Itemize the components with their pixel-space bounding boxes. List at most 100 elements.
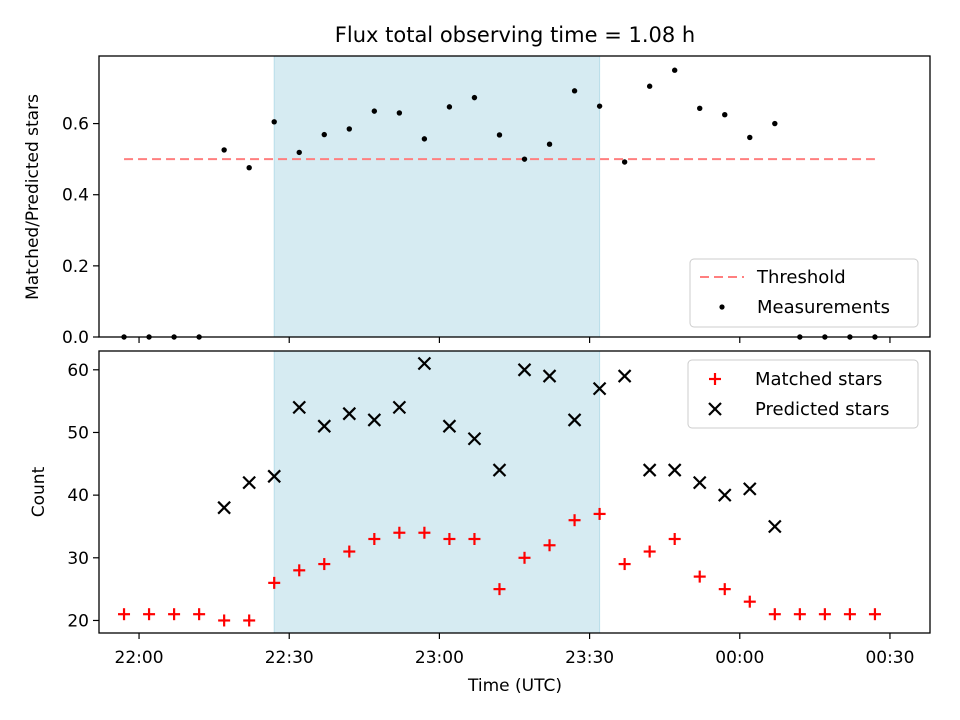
legend-threshold-label: Threshold [756, 267, 846, 288]
measurement-point [396, 110, 403, 116]
measurement-point [747, 134, 753, 141]
measurement-point [772, 120, 778, 127]
predicted-stars-point [492, 463, 507, 477]
matched-stars-point [593, 507, 606, 520]
legend-measurements-label: Measurements [757, 297, 890, 318]
predicted-stars-point [442, 419, 457, 433]
predicted-stars-point [367, 413, 382, 427]
matched-stars-point [793, 608, 806, 621]
top-panel: 0.0 0.2 0.4 0.6 Matched/Predicted stars Thr… [23, 55, 931, 348]
measurement-point [421, 136, 428, 142]
measurement-point [671, 67, 678, 73]
y-tick-label: 0.6 [62, 115, 89, 135]
measurement-point [621, 159, 628, 165]
x-tick-label: 00:00 [715, 648, 764, 668]
matched-stars-point [393, 526, 406, 539]
observing-window-shade-bottom [273, 350, 601, 634]
bottom-axes-frame [98, 350, 931, 634]
matched-stars-point [293, 564, 306, 577]
y-tick-label: 0.2 [62, 257, 89, 277]
matched-stars-point [618, 558, 631, 571]
legend-matched-swatch [709, 373, 721, 385]
predicted-stars-point [267, 469, 281, 484]
predicted-stars-point [667, 463, 682, 477]
matched-stars-point [718, 583, 731, 596]
measurement-point [371, 108, 378, 114]
x-tick-label: 23:30 [565, 648, 614, 668]
y-tick-label: 60 [67, 361, 89, 381]
x-tick-label: 00:30 [865, 648, 914, 668]
y-tick-label: 0.0 [62, 328, 89, 348]
predicted-stars-point [517, 363, 532, 377]
matched-stars-point [243, 614, 256, 627]
predicted-stars-point [217, 500, 231, 515]
top-axes-frame [98, 55, 931, 338]
x-tick-label: 23:00 [415, 648, 464, 668]
predicted-stars-point [768, 519, 782, 534]
predicted-stars-point [417, 356, 432, 371]
predicted-stars-point [717, 488, 732, 502]
matched-stars-point [418, 526, 431, 539]
matched-stars-point [118, 608, 131, 621]
measurement-point [446, 104, 453, 110]
measurement-point [221, 147, 227, 153]
matched-stars-point [443, 533, 456, 545]
x-tick-label: 22:00 [115, 648, 164, 668]
measurement-point [521, 156, 528, 162]
predicted-stars-point [692, 475, 707, 490]
matched-stars-point [868, 608, 881, 621]
bottom-x-ticks: 22:00 22:30 23:00 23:30 00:00 00:30 [115, 633, 914, 668]
top-y-ticks: 0.0 0.2 0.4 0.6 [62, 115, 99, 348]
matched-stars-point [268, 576, 281, 589]
predicted-stars-point [467, 431, 482, 446]
matched-stars-point [468, 533, 481, 545]
measurement-point [596, 103, 603, 109]
bottom-legend-box [687, 359, 919, 429]
bottom-y-ticks: 20 30 40 50 60 [67, 361, 99, 631]
legend-measurements-swatch [719, 304, 725, 310]
measurement-point [246, 164, 252, 171]
predicted-stars-point [567, 413, 582, 427]
matched-stars-point [743, 595, 756, 608]
y-tick-label: 0.4 [62, 186, 89, 206]
matched-stars-point [168, 608, 181, 621]
matched-stars-point [493, 583, 506, 596]
measurement-point [346, 126, 353, 132]
legend-matched-label: Matched stars [755, 369, 882, 390]
predicted-stars-point [617, 369, 632, 383]
predicted-stars-point [242, 475, 256, 490]
measurement-point [496, 132, 503, 138]
measurement-point [697, 105, 703, 111]
bottom-y-axis-label: Count [29, 466, 49, 517]
chart-title: Flux total observing time = 1.08 h [335, 23, 695, 47]
measurement-point [722, 111, 728, 118]
predicted-stars-point [592, 381, 607, 396]
matched-stars-point [143, 608, 156, 621]
predicted-stars-point [317, 419, 332, 433]
measurement-point [571, 88, 578, 94]
predicted-stars-point [743, 482, 757, 496]
matched-stars-point [193, 608, 206, 621]
measurement-point [321, 131, 327, 138]
measurement-point [546, 141, 553, 147]
matched-stars-points [118, 507, 881, 627]
matched-stars-point [543, 539, 556, 552]
y-tick-label: 30 [67, 549, 89, 569]
predicted-stars-point [342, 406, 357, 421]
predicted-stars-points [217, 356, 782, 534]
top-legend-box [689, 258, 919, 328]
predicted-stars-point [292, 400, 307, 415]
matched-stars-point [768, 608, 781, 621]
legend-predicted-swatch [708, 402, 722, 416]
predicted-stars-point [542, 369, 557, 383]
bottom-legend: Matched stars Predicted stars [687, 359, 919, 429]
matched-stars-point [693, 570, 706, 583]
predicted-stars-point [392, 400, 407, 415]
matched-stars-point [368, 533, 381, 545]
observing-window-shade [273, 55, 601, 338]
matched-stars-point [818, 608, 831, 621]
matched-stars-point [343, 545, 356, 558]
y-tick-label: 50 [67, 423, 89, 443]
measurement-point [296, 149, 302, 156]
